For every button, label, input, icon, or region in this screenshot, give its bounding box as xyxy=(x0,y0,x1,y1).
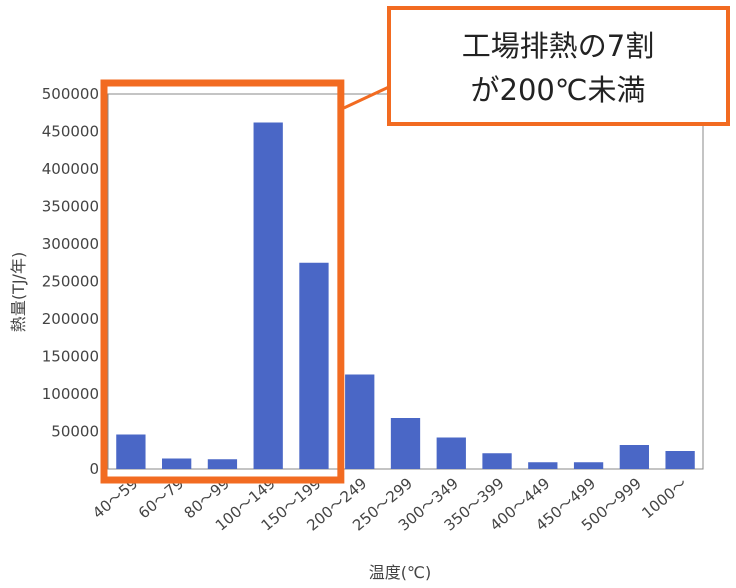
bar-250～299 xyxy=(390,418,421,469)
callout-connector xyxy=(343,84,392,110)
y-axis-title: 熱量(TJ/年) xyxy=(9,252,28,332)
x-axis-title: 温度(℃) xyxy=(369,563,431,582)
y-tick-label: 0 xyxy=(89,460,99,478)
bar-1000～ xyxy=(665,451,695,469)
y-tick-label: 200000 xyxy=(42,310,99,328)
callout-box xyxy=(387,6,730,126)
y-tick-label: 500000 xyxy=(42,85,99,103)
y-tick-label: 350000 xyxy=(42,198,99,216)
bars xyxy=(116,122,695,469)
bar-100～149 xyxy=(253,122,283,469)
highlight-group xyxy=(100,79,392,484)
bar-450～499 xyxy=(573,462,604,469)
x-tick-label: 1000～ xyxy=(638,474,690,522)
callout: 工場排熱の7割 が200℃未満 xyxy=(387,6,730,126)
y-tick-label: 450000 xyxy=(42,123,99,141)
y-tick-label: 50000 xyxy=(51,423,99,441)
highlight-box xyxy=(100,79,345,484)
bar-400～449 xyxy=(528,462,558,469)
bar-500～999 xyxy=(619,445,649,469)
plot-area-border xyxy=(107,93,704,470)
bar-150～199 xyxy=(299,262,329,469)
bar-80～99 xyxy=(207,459,238,469)
y-tick-label: 300000 xyxy=(42,235,99,253)
bar-200～249 xyxy=(345,374,375,469)
y-axis-ticks: 5000004500004000003500003000002500002000… xyxy=(42,85,108,478)
callout-line-1: 工場排熱の7割 xyxy=(462,29,654,63)
bar-40～59 xyxy=(116,434,146,469)
y-tick-label: 150000 xyxy=(42,348,99,366)
bar-350～399 xyxy=(482,453,512,469)
y-tick-label: 250000 xyxy=(42,273,99,291)
y-tick-label: 100000 xyxy=(42,385,99,403)
callout-line-2: が200℃未満 xyxy=(471,73,646,107)
plot-frame xyxy=(107,93,704,470)
y-tick-label: 400000 xyxy=(42,160,99,178)
bar-300～349 xyxy=(436,437,466,469)
bar-60～79 xyxy=(162,458,192,469)
